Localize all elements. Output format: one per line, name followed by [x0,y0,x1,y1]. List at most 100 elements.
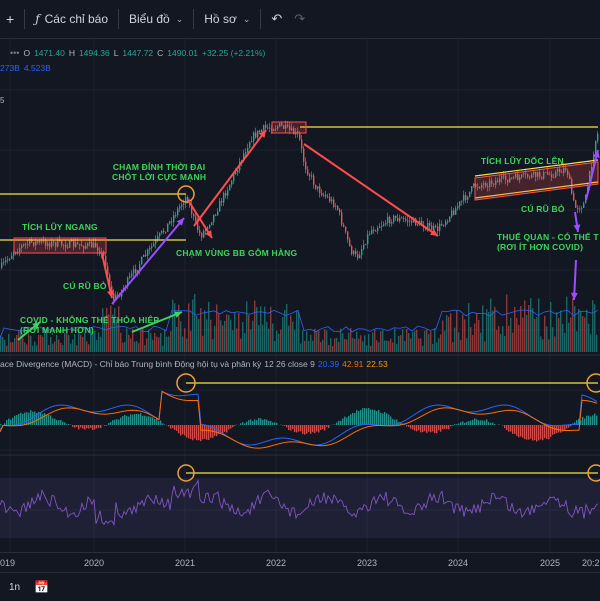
low-key: L [114,48,119,58]
chart-canvas[interactable] [0,0,600,552]
macd-histogram-bar [234,425,235,426]
volume-bar [332,346,333,352]
macd-histogram-bar [104,425,105,426]
macd-histogram-bar [72,425,73,427]
volume-bar [428,334,429,352]
macd-histogram-bar [588,416,589,425]
macd-histogram-bar [420,425,421,432]
macd-histogram-bar [360,410,361,425]
macd-histogram-bar [290,425,291,430]
macd-histogram-bar [50,415,51,425]
volume-bar [492,311,493,352]
volume-bar [2,337,3,352]
volume-bar [202,336,203,352]
volume-bar [278,334,279,352]
macd-histogram-bar [44,413,45,425]
candle-body [379,227,380,228]
candle-body [353,251,354,254]
volume-bar [476,313,477,352]
macd-histogram-bar [222,425,223,434]
volume-bar [16,335,17,352]
close-key: C [157,48,163,58]
time-axis-label: 20:2 [582,558,600,568]
macd-histogram-bar [430,425,431,432]
candle-body [339,210,340,213]
macd-histogram-bar [498,424,499,425]
candle-body [251,141,252,142]
volume-bar [482,305,483,352]
volume-bar [560,311,561,352]
volume-bar [422,346,423,352]
volume-bar [478,320,479,352]
macd-histogram-bar [320,425,321,430]
candle-body [317,186,318,188]
macd-histogram-bar [508,425,509,432]
volume-bar [216,304,217,352]
candle-body [209,225,210,228]
candle-body [381,226,382,227]
candle-body [169,221,170,223]
volume-bar [588,324,589,352]
candle-body [165,232,166,233]
time-axis-label: 2025 [540,558,560,568]
candle-body [331,200,332,202]
volume-bar [150,333,151,352]
volume-bar [98,332,99,352]
macd-histogram-bar [120,418,121,425]
volume-bar [360,335,361,352]
volume-bar [370,346,371,352]
volume-bar [490,298,491,352]
macd-histogram-bar [124,415,125,425]
macd-histogram-bar [126,416,127,425]
macd-histogram-bar [230,425,231,429]
macd-histogram-bar [262,420,263,425]
calendar-icon[interactable]: 📅 [34,580,49,594]
candle-body [575,200,576,208]
uptrend-arrow [112,218,184,304]
macd-histogram-bar [0,424,1,425]
candle-body [257,131,258,138]
macd-histogram-bar [522,425,523,438]
candle-body [429,223,430,226]
macd-histogram-bar [456,424,457,425]
candle-body [351,246,352,254]
macd-histogram-bar [188,425,189,438]
candle-body [219,201,220,212]
volume-bar [84,333,85,352]
candle-body [397,218,398,221]
volume-bar [138,343,139,352]
macd-histogram-bar [314,425,315,433]
volume-bar [514,307,515,352]
volume-bar [424,331,425,352]
candle-body [149,248,150,250]
macd-histogram-bar [388,415,389,425]
volume-bar [152,340,153,352]
signal-value: 42.91 [342,359,363,369]
macd-histogram-bar [24,413,25,425]
macd-histogram-bar [80,425,81,427]
macd-histogram-bar [460,422,461,425]
volume-bar [82,337,83,352]
volume-bar [532,308,533,352]
volume-bar [250,329,251,352]
macd-legend[interactable]: ace Divergence (MACD) - Chỉ báo Trung bì… [0,359,388,369]
volume-bar [326,331,327,352]
interval-button[interactable]: 1n [9,582,20,593]
volume-bar [554,336,555,352]
macd-histogram-bar [378,410,379,425]
candle-body [367,234,368,243]
volume-bar [402,329,403,352]
volume-bar [190,331,191,352]
macd-histogram-bar [256,420,257,425]
candle-body [359,255,360,258]
candle-body [453,211,454,215]
macd-histogram-bar [180,425,181,436]
candle-body [335,206,336,207]
time-axis[interactable]: 019 2020 2021 2022 2023 2024 2025 20:2 [0,552,600,573]
volume-bar [472,335,473,352]
macd-histogram-bar [424,425,425,431]
macd-histogram-bar [310,425,311,434]
candle-body [227,190,228,195]
volume-legend: 273B 4.523B [0,63,51,73]
macd-histogram-bar [226,425,227,433]
